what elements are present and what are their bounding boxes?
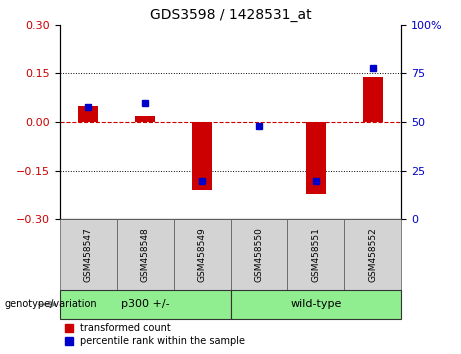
Bar	[363, 77, 383, 122]
Text: GSM458551: GSM458551	[311, 227, 320, 282]
Bar	[230, 219, 287, 290]
Title: GDS3598 / 1428531_at: GDS3598 / 1428531_at	[150, 8, 311, 22]
Bar	[60, 290, 230, 319]
Bar	[78, 106, 98, 122]
Text: GSM458547: GSM458547	[84, 228, 93, 282]
Bar	[306, 122, 326, 194]
Bar	[174, 219, 230, 290]
Text: GSM458549: GSM458549	[198, 228, 207, 282]
Bar	[192, 122, 212, 190]
Legend: transformed count, percentile rank within the sample: transformed count, percentile rank withi…	[65, 324, 245, 346]
Bar	[230, 290, 401, 319]
Bar	[287, 219, 344, 290]
Bar	[135, 116, 155, 122]
Text: GSM458550: GSM458550	[254, 227, 263, 282]
Bar	[344, 219, 401, 290]
Text: wild-type: wild-type	[290, 299, 342, 309]
Text: genotype/variation: genotype/variation	[5, 299, 97, 309]
Bar	[117, 219, 174, 290]
Text: GSM458548: GSM458548	[141, 228, 150, 282]
Text: p300 +/-: p300 +/-	[121, 299, 170, 309]
Bar	[60, 219, 117, 290]
Text: GSM458552: GSM458552	[368, 228, 377, 282]
